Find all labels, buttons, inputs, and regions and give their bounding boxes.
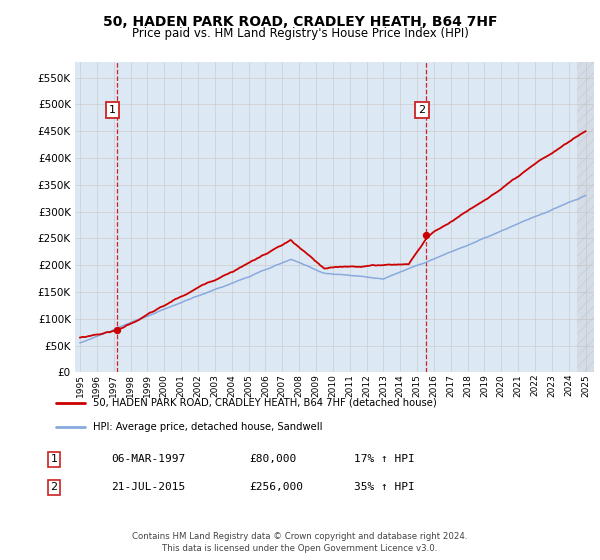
Text: £80,000: £80,000 — [249, 454, 296, 464]
Text: £256,000: £256,000 — [249, 482, 303, 492]
Text: Price paid vs. HM Land Registry's House Price Index (HPI): Price paid vs. HM Land Registry's House … — [131, 27, 469, 40]
Text: HPI: Average price, detached house, Sandwell: HPI: Average price, detached house, Sand… — [93, 422, 322, 432]
Text: 21-JUL-2015: 21-JUL-2015 — [111, 482, 185, 492]
Text: 17% ↑ HPI: 17% ↑ HPI — [354, 454, 415, 464]
Text: 35% ↑ HPI: 35% ↑ HPI — [354, 482, 415, 492]
Text: 1: 1 — [50, 454, 58, 464]
Bar — [577, 62, 600, 372]
Text: 1: 1 — [109, 105, 116, 115]
Text: 50, HADEN PARK ROAD, CRADLEY HEATH, B64 7HF (detached house): 50, HADEN PARK ROAD, CRADLEY HEATH, B64 … — [93, 398, 437, 408]
Text: 50, HADEN PARK ROAD, CRADLEY HEATH, B64 7HF: 50, HADEN PARK ROAD, CRADLEY HEATH, B64 … — [103, 15, 497, 29]
Text: 2: 2 — [50, 482, 58, 492]
Text: 06-MAR-1997: 06-MAR-1997 — [111, 454, 185, 464]
Text: Contains HM Land Registry data © Crown copyright and database right 2024.
This d: Contains HM Land Registry data © Crown c… — [132, 532, 468, 553]
Point — [422, 231, 431, 240]
Text: 2: 2 — [419, 105, 425, 115]
Point — [112, 325, 122, 334]
